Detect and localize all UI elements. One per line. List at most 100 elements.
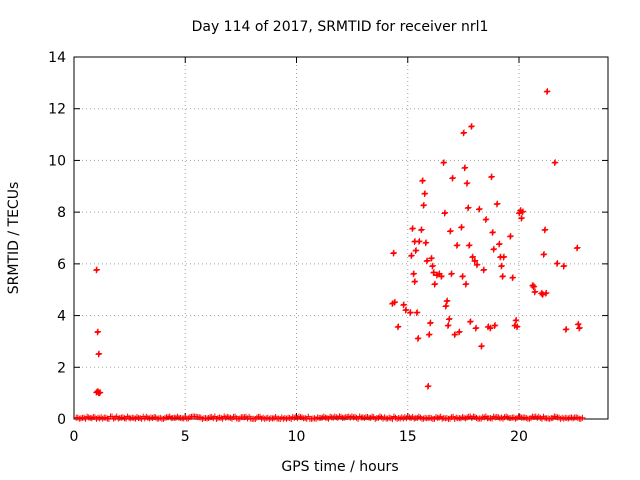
data-point-shadow [576,324,583,331]
data-point [428,255,435,262]
data-point-shadow [459,273,466,280]
data-point-shadow [461,129,468,136]
baseline-point [323,414,330,421]
data-point [425,331,432,338]
data-point [447,228,454,235]
data-point-shadow [392,298,399,305]
data-point-shadow [390,249,397,256]
baseline-point [521,414,528,421]
data-point-shadow [423,239,430,246]
data-point [412,247,419,254]
data-point [441,210,448,217]
data-point [562,326,569,333]
data-point [542,290,549,297]
baseline-point [473,414,480,421]
baseline-point [579,414,586,421]
data-point [518,215,525,222]
data-point [465,242,472,249]
data-point [493,201,500,208]
data-point [509,275,516,282]
data-point [530,284,537,291]
data-point [420,202,427,209]
data-point [414,335,421,342]
x-axis-label: GPS time / hours [281,459,398,475]
data-point [94,329,101,336]
x-tick-label: 5 [181,429,190,445]
data-point [453,242,460,249]
data-point-shadow [426,331,433,338]
data-point-shadow [468,123,475,130]
data-point-shadow [456,328,463,335]
data-point [423,258,430,265]
data-point [415,238,422,245]
data-point [489,229,496,236]
chart-title: Day 114 of 2017, SRMTID for receiver nrl… [192,19,489,35]
data-point [421,191,428,198]
y-tick-label: 6 [57,257,66,273]
data-point [458,224,465,231]
data-point [390,250,397,257]
data-point [422,240,429,247]
data-point [427,320,433,327]
data-point [488,174,495,181]
x-tick-label: 0 [70,429,79,445]
data-point-shadow [432,280,439,287]
data-point [464,205,471,212]
y-axis-label: SRMTID / TECUs [6,182,22,295]
data-point [461,165,468,172]
data-point-shadow [422,190,429,197]
data-point-shadow [431,269,438,276]
data-point [400,302,407,309]
data-point [418,227,425,234]
baseline-point [302,415,309,422]
data-point-shadow [574,244,581,251]
data-point-shadow [446,315,453,322]
data-point-shadow [447,227,454,234]
data-point [576,325,583,332]
data-point-shadow [520,208,527,215]
data-point [444,322,451,329]
x-tick-label: 20 [510,429,528,445]
data-point [460,130,467,137]
data-point [463,180,470,187]
baseline-point [253,414,260,421]
data-point-shadow [514,323,521,330]
baseline-point [481,414,488,421]
data-point [540,251,547,258]
data-point-shadow [442,209,449,216]
data-point-shadow [452,331,459,338]
data-point [413,309,420,316]
data-point [499,273,506,280]
data-point [451,331,458,338]
data-point-shadow [532,288,539,295]
data-point [490,246,497,253]
data-point [551,160,558,167]
data-point [462,281,469,288]
data-point-shadow [448,270,455,277]
data-point-shadow [499,273,506,280]
baseline-point [428,415,435,422]
data-point-shadow [424,257,431,264]
data-point-shadow [543,289,550,296]
y-tick-label: 12 [48,102,66,118]
data-point-shadow [518,214,525,221]
data-point [430,269,437,276]
data-points [73,88,586,422]
data-point-shadow [438,273,445,280]
data-point [409,225,416,232]
data-point-shadow [409,225,416,232]
data-point [487,325,494,332]
data-point [442,303,449,310]
data-point-shadow [467,318,474,325]
data-point [419,178,426,185]
data-point [482,216,489,223]
data-point [500,254,507,261]
data-point [411,278,418,285]
data-point [512,317,519,324]
data-point-shadow [428,254,435,261]
data-point-shadow [96,350,103,357]
data-point-shadow [463,280,470,287]
y-tick-label: 0 [57,412,66,428]
baseline-point [102,414,109,421]
